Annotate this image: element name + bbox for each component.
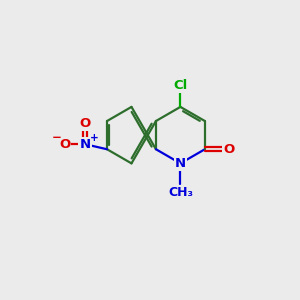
- Text: CH₃: CH₃: [168, 186, 193, 199]
- Text: N: N: [80, 138, 91, 151]
- Text: O: O: [223, 143, 235, 156]
- Text: −: −: [51, 131, 61, 144]
- Text: O: O: [80, 117, 91, 130]
- Text: +: +: [90, 133, 99, 142]
- Text: O: O: [59, 138, 70, 151]
- Text: Cl: Cl: [173, 79, 188, 92]
- Text: N: N: [175, 157, 186, 170]
